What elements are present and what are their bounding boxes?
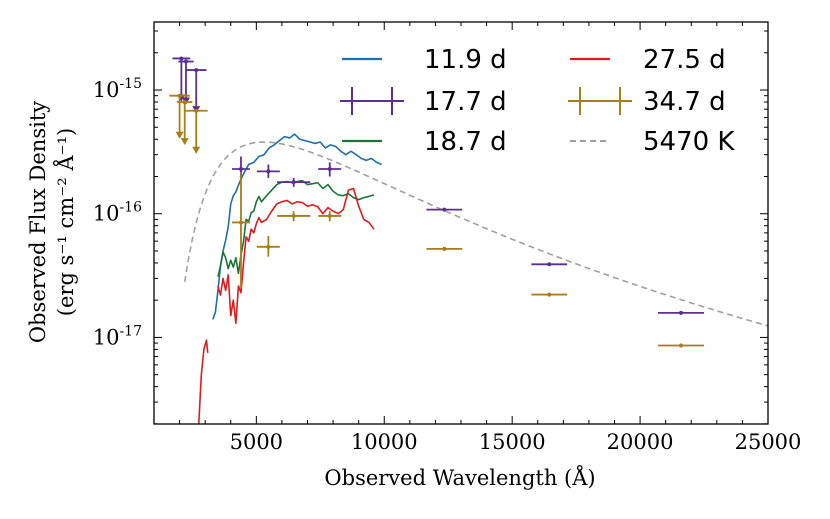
photometry-point [318,162,342,177]
photometry-marker [182,100,187,105]
legend-label: 17.7 d [424,87,507,117]
photometry-marker [442,207,447,212]
spectrum-27-5-d [197,187,375,424]
photometry-point [177,100,193,146]
legend-item: 11.9 d [342,45,507,75]
photometry-marker [327,213,332,218]
photometry-point [172,56,191,102]
x-axis-label: Observed Wavelength (Å) [324,465,595,490]
legend-item: 27.5 d [570,45,726,75]
legend-label: 27.5 d [643,45,726,75]
photometry-marker [238,166,243,171]
photometry-marker [679,310,684,315]
upper-limit-arrow [180,138,189,146]
legend-item: 17.7 d [340,87,507,117]
photometry-marker [183,59,188,64]
y-tick-label: 10-16 [93,200,142,226]
photometry-point [277,177,311,187]
legend-label: 5470 K [643,127,735,157]
photometry-marker [327,166,332,171]
photometry-marker [194,68,199,73]
photometry-point [531,292,568,297]
photometry-marker [291,213,296,218]
photometry-point [185,68,207,114]
legend-label: 34.7 d [643,87,726,117]
y-tick-label: 10-17 [93,323,142,349]
y-tick-label: 10-15 [93,76,142,102]
upper-limit-arrow [192,146,201,154]
legend-item: 34.7 d [568,87,726,117]
legend-label: 18.7 d [424,127,507,157]
photometry-point [277,211,311,222]
photometry-point [426,246,463,251]
photometry-point [318,211,342,222]
legend-item: 18.7 d [342,127,507,157]
photometry-marker [547,292,552,297]
blackbody-5470K-curve [183,141,768,327]
upper-limit-arrow [175,131,184,139]
photometry-point [256,236,280,257]
x-tick-label: 25000 [735,430,802,454]
photometry-point [232,172,250,289]
photometry-marker [291,180,296,185]
legend-item: 5470 K [570,127,735,157]
x-tick-label: 5000 [230,430,283,454]
photometry-point [256,164,280,178]
legend: 11.9 d 27.5 d 17.7 d 34.7 d 18.7 d 5470 K [340,45,735,157]
spectrum-18-7-d [217,179,375,277]
photometry-point [184,108,208,154]
photometry-17-7-d [172,56,705,315]
photometry-point [531,262,568,267]
photometry-marker [238,220,243,225]
axis-ticks: 5000 10000 15000 20000 25000 10-17 10-16 10-15 [93,22,802,454]
photometry-point [657,343,705,348]
photometry-marker [679,343,684,348]
photometry-point [657,310,705,315]
photometry-marker [194,108,199,113]
spectrum-11-9-d [212,133,382,320]
plot-area [169,56,768,424]
photometry-marker [442,246,447,251]
y-axis-label-line2: (erg s⁻¹ cm⁻² Å⁻¹) [53,128,78,316]
photometry-point [426,207,463,212]
photometry-marker [266,244,271,249]
photometry-marker [266,169,271,174]
photometry-34-7-d [169,93,705,348]
x-tick-label: 20000 [607,430,674,454]
y-axis-label-line1: Observed Flux Density [26,101,50,343]
photometry-marker [177,93,182,98]
x-tick-label: 10000 [351,430,418,454]
legend-label: 11.9 d [424,45,507,75]
x-tick-label: 15000 [479,430,546,454]
photometry-marker [179,56,184,61]
photometry-marker [547,262,552,267]
